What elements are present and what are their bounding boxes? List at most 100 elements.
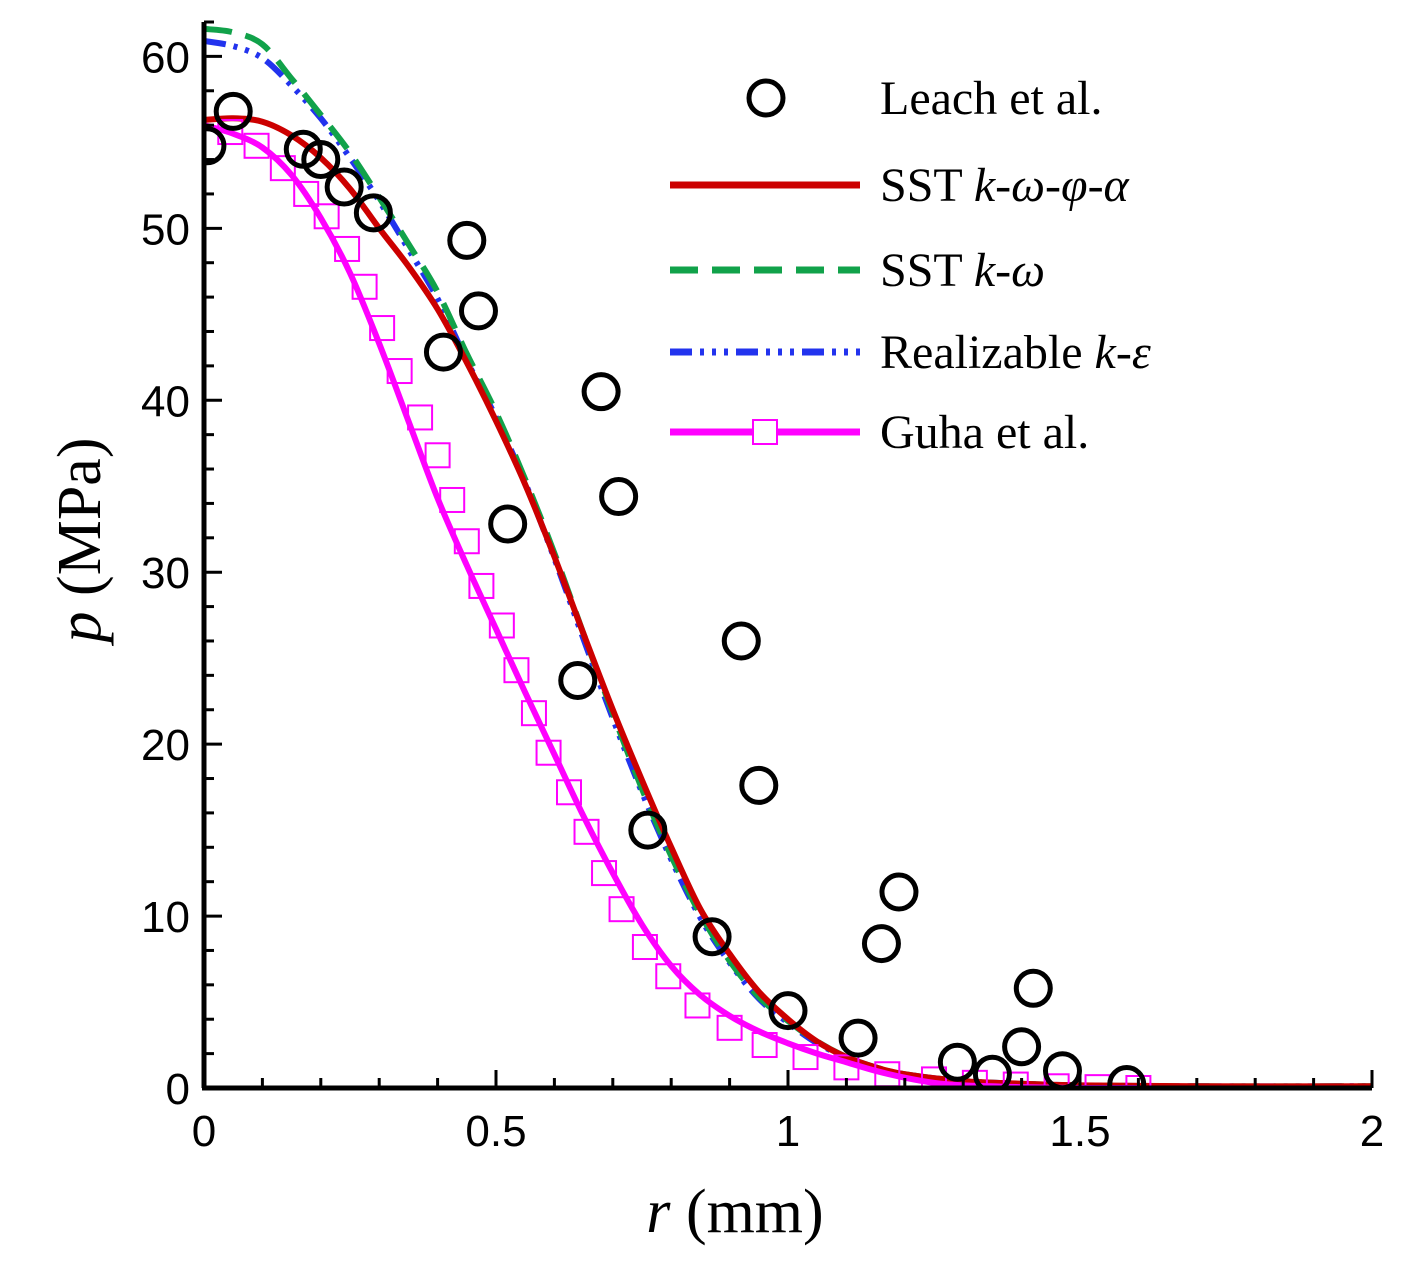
series-0-point-21 — [937, 1042, 977, 1082]
x-axis-unit-space — [670, 1178, 686, 1246]
plot-area — [204, 25, 1372, 1088]
series-4-marker-17 — [535, 739, 562, 766]
series-0-point-9 — [488, 504, 528, 544]
series-4-marker-22 — [631, 934, 658, 961]
series-1-line — [204, 115, 1372, 1088]
y-tick-label-0: 0 — [166, 1065, 190, 1114]
legend-item-2: SST k-ω — [670, 244, 1045, 297]
legend-label-part-0-0: Leach et al. — [880, 72, 1103, 125]
series-0-point-17 — [768, 991, 808, 1031]
legend-label-4: Guha et al. — [880, 406, 1089, 459]
series-4-marker-2 — [269, 155, 296, 182]
series-0-point-10 — [558, 661, 598, 701]
legend-label-part-2-0: SST — [880, 244, 974, 297]
series-0-point-22 — [972, 1054, 1012, 1088]
legend-item-4: Guha et al. — [670, 406, 1089, 459]
series-layer — [204, 25, 1372, 1088]
x-tick-label-0: 0 — [192, 1107, 216, 1156]
x-tick-label-2: 1 — [776, 1107, 800, 1156]
legend-label-part-4-0: Guha et al. — [880, 406, 1089, 459]
series-0-point-26 — [1107, 1065, 1147, 1088]
series-4-marker-13 — [468, 572, 495, 599]
series-4-marker-35 — [1125, 1075, 1152, 1088]
y-tick-label-1: 10 — [141, 893, 190, 942]
series-0-point-20 — [879, 872, 919, 912]
y-axis-title: p (MPa) — [46, 438, 114, 647]
series-0-point-1 — [213, 91, 253, 131]
series-0-point-7 — [447, 220, 487, 260]
series-0-point-13 — [628, 810, 668, 850]
legend-label-2: SST k-ω — [880, 244, 1045, 297]
series-0-point-16 — [739, 765, 779, 805]
series-4-marker-7 — [369, 315, 396, 342]
legend-label-part-1-0: SST — [880, 159, 974, 212]
series-4-marker-27 — [792, 1044, 819, 1071]
y-axis-unit: (MPa) — [46, 438, 114, 596]
legend-label-part-1-1: k-ω-φ-α — [974, 159, 1130, 212]
y-tick-label-5: 50 — [141, 205, 190, 254]
series-0-point-18 — [838, 1018, 878, 1058]
y-tick-label-4: 40 — [141, 377, 190, 426]
series-4-marker-11 — [439, 486, 466, 513]
series-4-marker-6 — [351, 273, 378, 300]
series-0-point-5 — [353, 193, 393, 233]
series-0-point-15 — [721, 621, 761, 661]
legend-label-part-2-1: k-ω — [974, 244, 1045, 297]
series-0-point-8 — [458, 291, 498, 331]
x-tick-label-1: 0.5 — [465, 1107, 526, 1156]
x-tick-label-3: 1.5 — [1049, 1107, 1110, 1156]
series-4-marker-25 — [716, 1014, 743, 1041]
series-4-marker-8 — [386, 358, 413, 385]
legend-label-part-3-0: Realizable — [880, 326, 1095, 379]
series-4-marker-10 — [424, 442, 451, 469]
y-axis-unit-space — [46, 596, 114, 612]
series-3-line — [204, 37, 1372, 1088]
y-axis-symbol: p — [46, 611, 114, 646]
series-4-marker-30 — [921, 1066, 947, 1088]
series-4-marker-24 — [684, 992, 711, 1019]
legend-label-1: SST k-ω-φ-α — [880, 159, 1130, 212]
series-4-marker-15 — [503, 657, 530, 684]
legend-item-0: Leach et al. — [746, 72, 1103, 125]
series-0-point-14 — [692, 917, 732, 957]
series-4-marker-4 — [313, 203, 340, 230]
y-tick-label-2: 20 — [141, 721, 190, 770]
x-axis-title: r (mm) — [646, 1178, 823, 1246]
series-4-marker-3 — [293, 180, 320, 207]
series-0-point-0 — [204, 126, 227, 166]
series-4-marker-16 — [520, 700, 547, 727]
legend-marker-0 — [746, 78, 786, 118]
y-tick-label-6: 60 — [141, 33, 190, 82]
series-4-marker-21 — [608, 896, 635, 923]
series-4-marker-12 — [453, 528, 480, 555]
series-0-point-4 — [324, 167, 364, 207]
legend-item-1: SST k-ω-φ-α — [670, 159, 1130, 212]
series-4-marker-9 — [407, 404, 434, 431]
x-axis-unit: (mm) — [686, 1178, 824, 1246]
series-4-marker-19 — [573, 818, 600, 845]
series-0-point-23 — [1002, 1027, 1042, 1067]
series-4-marker-18 — [556, 779, 582, 806]
series-4-marker-5 — [334, 235, 361, 262]
series-4-marker-14 — [488, 612, 515, 639]
legend-label-part-3-1: k-ε — [1095, 326, 1151, 379]
series-0-point-6 — [423, 332, 463, 372]
x-tick-label-4: 2 — [1360, 1107, 1384, 1156]
series-0-point-3 — [301, 140, 341, 180]
series-4-marker-1 — [243, 132, 270, 159]
series-0-point-12 — [599, 477, 639, 517]
series-0-point-11 — [581, 372, 621, 412]
series-0-point-19 — [861, 924, 901, 964]
legend-label-3: Realizable k-ε — [880, 326, 1151, 379]
series-4-marker-26 — [751, 1032, 778, 1059]
series-4-marker-23 — [655, 963, 682, 990]
y-tick-label-3: 30 — [141, 549, 190, 598]
legend-label-0: Leach et al. — [880, 72, 1103, 125]
legend-marker-4 — [752, 419, 778, 445]
series-0-point-24 — [1013, 968, 1053, 1008]
series-4-marker-20 — [591, 860, 618, 887]
legend-item-3: Realizable k-ε — [670, 326, 1151, 379]
